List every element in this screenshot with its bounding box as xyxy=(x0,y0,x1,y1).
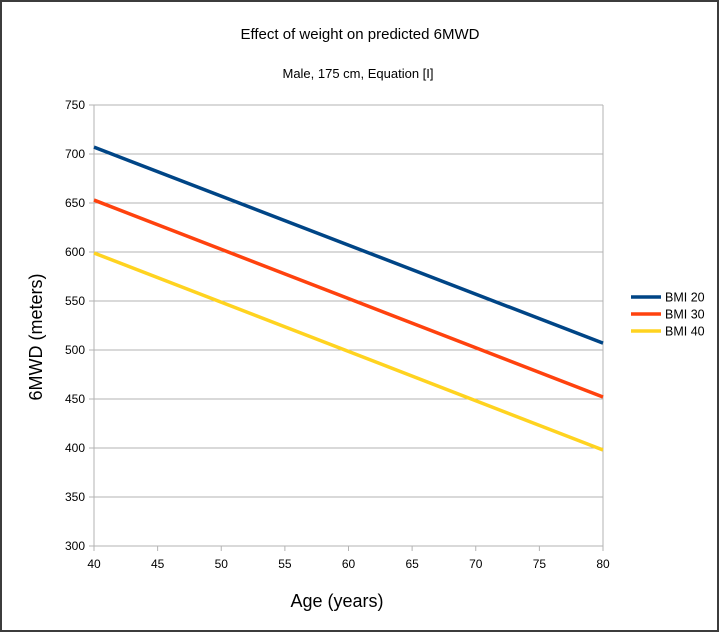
x-tick-label: 60 xyxy=(342,557,356,571)
x-tick-label: 80 xyxy=(596,557,610,571)
x-tick-label: 45 xyxy=(151,557,165,571)
series-line-bmi-30 xyxy=(93,198,604,399)
series-line-bmi-20 xyxy=(93,145,604,345)
chart-subtitle: Male, 175 cm, Equation [I] xyxy=(282,66,433,81)
gridlines xyxy=(94,104,603,547)
x-tick-label: 70 xyxy=(469,557,483,571)
y-tick-labels: 300 350 400 450 500 550 600 650 700 750 xyxy=(65,98,85,553)
chart-title: Effect of weight on predicted 6MWD xyxy=(240,26,479,43)
y-tick-label: 300 xyxy=(65,539,85,553)
x-tick-label: 65 xyxy=(405,557,419,571)
series-lines xyxy=(93,145,604,452)
legend-label: BMI 20 xyxy=(665,291,705,305)
y-tick-label: 350 xyxy=(65,490,85,504)
x-tick-label: 40 xyxy=(87,557,101,571)
x-tick-label: 50 xyxy=(215,557,229,571)
x-axis-label: Age (years) xyxy=(290,591,383,611)
axes xyxy=(89,104,604,551)
legend-label: BMI 40 xyxy=(665,325,705,339)
legend: BMI 20 BMI 30 BMI 40 xyxy=(631,291,705,339)
x-tick-labels: 40 45 50 55 60 65 70 75 80 xyxy=(87,557,610,571)
y-tick-label: 500 xyxy=(65,343,85,357)
legend-label: BMI 30 xyxy=(665,308,705,322)
y-tick-label: 600 xyxy=(65,245,85,259)
x-tick-label: 75 xyxy=(533,557,547,571)
y-tick-label: 700 xyxy=(65,147,85,161)
y-tick-label: 650 xyxy=(65,196,85,210)
y-tick-label: 450 xyxy=(65,392,85,406)
series-line-bmi-40 xyxy=(93,251,604,452)
y-tick-label: 550 xyxy=(65,294,85,308)
y-tick-label: 400 xyxy=(65,441,85,455)
y-axis-label: 6MWD (meters) xyxy=(26,274,46,401)
x-tick-label: 55 xyxy=(278,557,292,571)
y-tick-label: 750 xyxy=(65,98,85,112)
